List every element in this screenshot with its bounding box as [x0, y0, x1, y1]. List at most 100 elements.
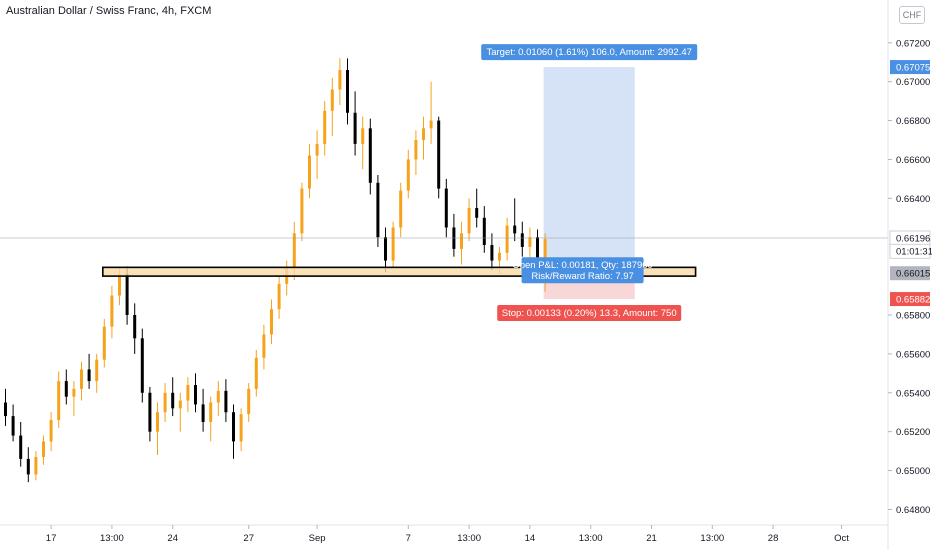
candle-body: [338, 70, 342, 90]
candle-body: [292, 233, 296, 269]
candle-body: [315, 143, 319, 156]
candle-body: [247, 388, 251, 415]
overlay: [0, 237, 888, 277]
time-axis[interactable]: 17 13:00 24 27 Sep 7 13:00 14 13:00 21 13:00 28 Oct: [46, 525, 849, 544]
candle-body: [467, 208, 471, 234]
stop-label: Stop: 0.00133 (0.20%) 13.3, Amount: 750: [497, 305, 682, 322]
candle-body: [254, 357, 258, 389]
price-badge-text: 01:01:31: [896, 247, 932, 258]
price-badge-text: 0.66015: [896, 269, 930, 280]
candle-body: [391, 227, 395, 261]
pnl-label: Open P&L: 0.00181, Qty: 187969Risk/Rewar…: [512, 257, 653, 284]
candle-body: [543, 239, 547, 267]
candle-body: [270, 309, 273, 335]
price-axis[interactable]: 0.67200 0.67000 0.66800 0.66600 0.66400 0.658…: [888, 38, 932, 516]
time-tick-label: 7: [406, 533, 411, 544]
price-badge-stop: [890, 292, 930, 307]
price-tick-label: 0.67200: [896, 38, 930, 49]
candle-body: [224, 390, 228, 413]
time-tick-label: Oct: [834, 533, 849, 544]
candle-body: [384, 237, 387, 261]
candle-body: [102, 326, 106, 360]
price-badge-text: 0.67075: [896, 63, 930, 74]
candle-body: [42, 441, 45, 457]
price-tick-label: 0.65200: [896, 427, 930, 438]
candle-body: [201, 404, 205, 422]
stop-label-bg: [497, 305, 682, 322]
time-tick-label: 13:00: [700, 533, 724, 544]
time-tick-label: 21: [646, 533, 657, 544]
candle-body: [330, 89, 334, 111]
candle-body: [422, 128, 425, 140]
stop-label-text: Stop: 0.00133 (0.20%) 13.3, Amount: 750: [502, 308, 677, 319]
candle-body: [178, 400, 182, 409]
chart-title: Australian Dollar / Swiss Franc, 4h, FXC…: [6, 5, 212, 17]
time-tick-label: 24: [167, 533, 178, 544]
target-label: Target: 0.01060 (1.61%) 106.0, Amount: 2…: [481, 44, 698, 61]
candle-body: [64, 381, 68, 397]
candle-body: [300, 188, 304, 234]
candle-body: [133, 315, 137, 339]
position-zones: [543, 67, 635, 300]
candle-body: [505, 225, 509, 253]
candle-body: [528, 237, 532, 247]
time-tick-label: 17: [46, 533, 57, 544]
candle-body: [444, 188, 448, 228]
candle-body: [460, 233, 463, 249]
candle-body: [216, 390, 220, 403]
time-tick-label: 13:00: [100, 533, 124, 544]
candle-body: [520, 233, 524, 247]
candle-body: [110, 295, 114, 327]
candle-body: [26, 458, 30, 475]
price-badge-target: [890, 60, 930, 75]
candle-body: [346, 70, 349, 113]
price-badge-entry: [890, 266, 930, 281]
target-label-bg: [481, 44, 698, 61]
support-zone: [102, 266, 697, 277]
price-tick-label: 0.65800: [896, 311, 930, 322]
candle-body: [368, 128, 372, 183]
candle-body: [414, 140, 418, 160]
price-tick-label: 0.65000: [896, 466, 930, 477]
pnl-label-text: Open P&L: 0.00181, Qty: 187969: [512, 260, 653, 271]
time-tick-label: 14: [525, 533, 536, 544]
currency-button[interactable]: CHF: [899, 6, 925, 24]
candle-body: [323, 110, 327, 144]
price-badge-text: 0.65882: [896, 295, 930, 306]
candle-body: [376, 182, 380, 238]
candle-body: [186, 385, 190, 401]
candle-body: [19, 435, 23, 459]
candle-body: [80, 369, 83, 389]
candle-body: [140, 338, 144, 393]
trade-labels: Target: 0.01060 (1.61%) 106.0, Amount: 2…: [481, 44, 698, 322]
target-label-text: Target: 0.01060 (1.61%) 106.0, Amount: 2…: [486, 47, 691, 58]
price-badge-timer: [889, 243, 931, 259]
candle-body: [148, 392, 152, 432]
candle-body: [232, 412, 235, 442]
candle-body: [239, 414, 243, 442]
time-tick-label: Sep: [309, 533, 326, 544]
price-tick-label: 0.66400: [896, 194, 930, 205]
candle-body: [34, 456, 38, 475]
candle-body: [194, 385, 197, 405]
candle-body: [11, 416, 15, 436]
pnl-label-bg: [521, 257, 644, 284]
candle-body: [209, 402, 213, 422]
price-tick-label: 0.67000: [896, 77, 930, 88]
candle-body: [57, 381, 61, 420]
candle-body: [49, 420, 53, 442]
candle-body: [429, 120, 433, 129]
time-tick-label: 13:00: [579, 533, 603, 544]
price-tick-label: 0.65600: [896, 349, 930, 360]
price-badge-text: 0.66196: [896, 234, 930, 245]
candle-body: [4, 402, 7, 417]
candle-body: [490, 245, 494, 261]
candle-body: [437, 120, 441, 189]
time-tick-label: 13:00: [457, 533, 481, 544]
candle-body: [95, 359, 99, 382]
candle-body: [262, 334, 266, 358]
candle-body: [72, 388, 76, 397]
candle-body: [308, 155, 311, 189]
pnl-label-text: Risk/Reward Ratio: 7.97: [531, 271, 633, 282]
